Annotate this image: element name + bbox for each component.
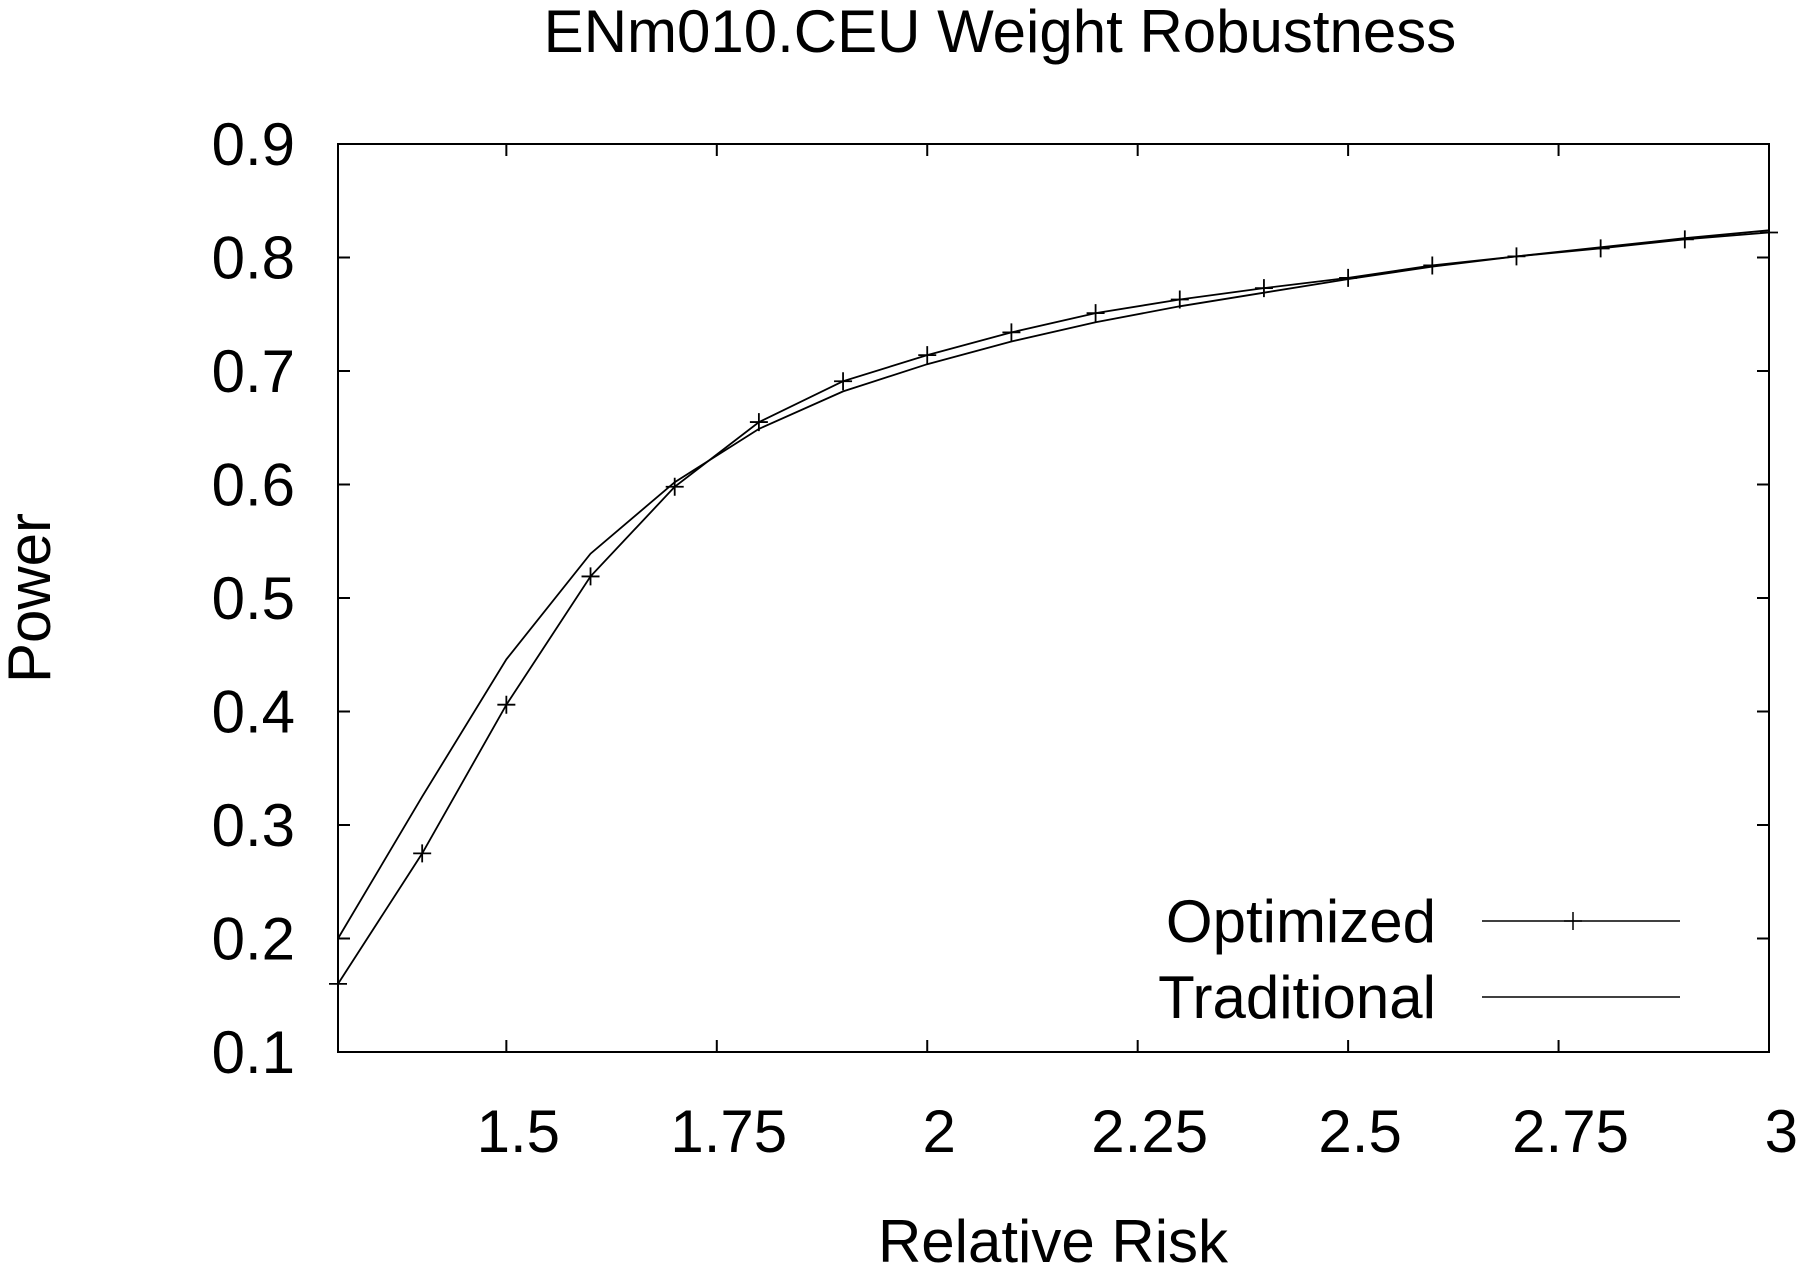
x-tick-label: 2.25 bbox=[1091, 1098, 1208, 1165]
data-point-optimized bbox=[1254, 279, 1273, 298]
data-point-optimized bbox=[1086, 304, 1105, 323]
x-tick-label: 2.75 bbox=[1512, 1098, 1629, 1165]
y-tick-label: 0.4 bbox=[212, 679, 295, 746]
legend-label-traditional: Traditional bbox=[1158, 964, 1436, 1031]
legend: Optimized Traditional bbox=[1158, 888, 1680, 1031]
y-tick-label: 0.9 bbox=[212, 111, 295, 178]
x-tick-label: 2.5 bbox=[1318, 1098, 1401, 1165]
data-point-optimized bbox=[581, 567, 600, 586]
x-tick-label: 3 bbox=[1765, 1098, 1798, 1165]
axis-ticks: 0.1 0.2 0.3 0.4 0.5 0.6 0.7 0.8 0.9 1.5 1.75 2 2.25 2… bbox=[212, 111, 1798, 1165]
data-point-optimized bbox=[413, 844, 432, 863]
legend-label-optimized: Optimized bbox=[1166, 888, 1436, 955]
series-layer bbox=[329, 223, 1778, 993]
y-tick-label: 0.1 bbox=[212, 1019, 295, 1086]
x-axis-label: Relative Risk bbox=[878, 1208, 1229, 1268]
data-point-optimized bbox=[918, 346, 937, 365]
y-axis-label: Power bbox=[0, 513, 63, 683]
data-point-optimized bbox=[497, 695, 516, 714]
legend-marker-optimized bbox=[1564, 912, 1582, 930]
plot-frame bbox=[337, 143, 1770, 1053]
y-tick-label: 0.2 bbox=[212, 906, 295, 973]
y-tick-label: 0.5 bbox=[212, 565, 295, 632]
series-line-optimized bbox=[337, 231, 1770, 985]
data-point-optimized bbox=[834, 372, 853, 391]
y-tick-label: 0.7 bbox=[212, 338, 295, 405]
x-tick-label: 1.5 bbox=[477, 1098, 560, 1165]
chart-title: ENm010.CEU Weight Robustness bbox=[544, 0, 1457, 65]
y-tick-label: 0.8 bbox=[212, 225, 295, 292]
x-tick-label: 2 bbox=[923, 1098, 956, 1165]
y-tick-label: 0.6 bbox=[212, 452, 295, 519]
y-tick-label: 0.3 bbox=[212, 792, 295, 859]
data-point-optimized bbox=[1002, 323, 1021, 342]
series-line-traditional bbox=[337, 229, 1770, 939]
x-tick-label: 1.75 bbox=[670, 1098, 787, 1165]
